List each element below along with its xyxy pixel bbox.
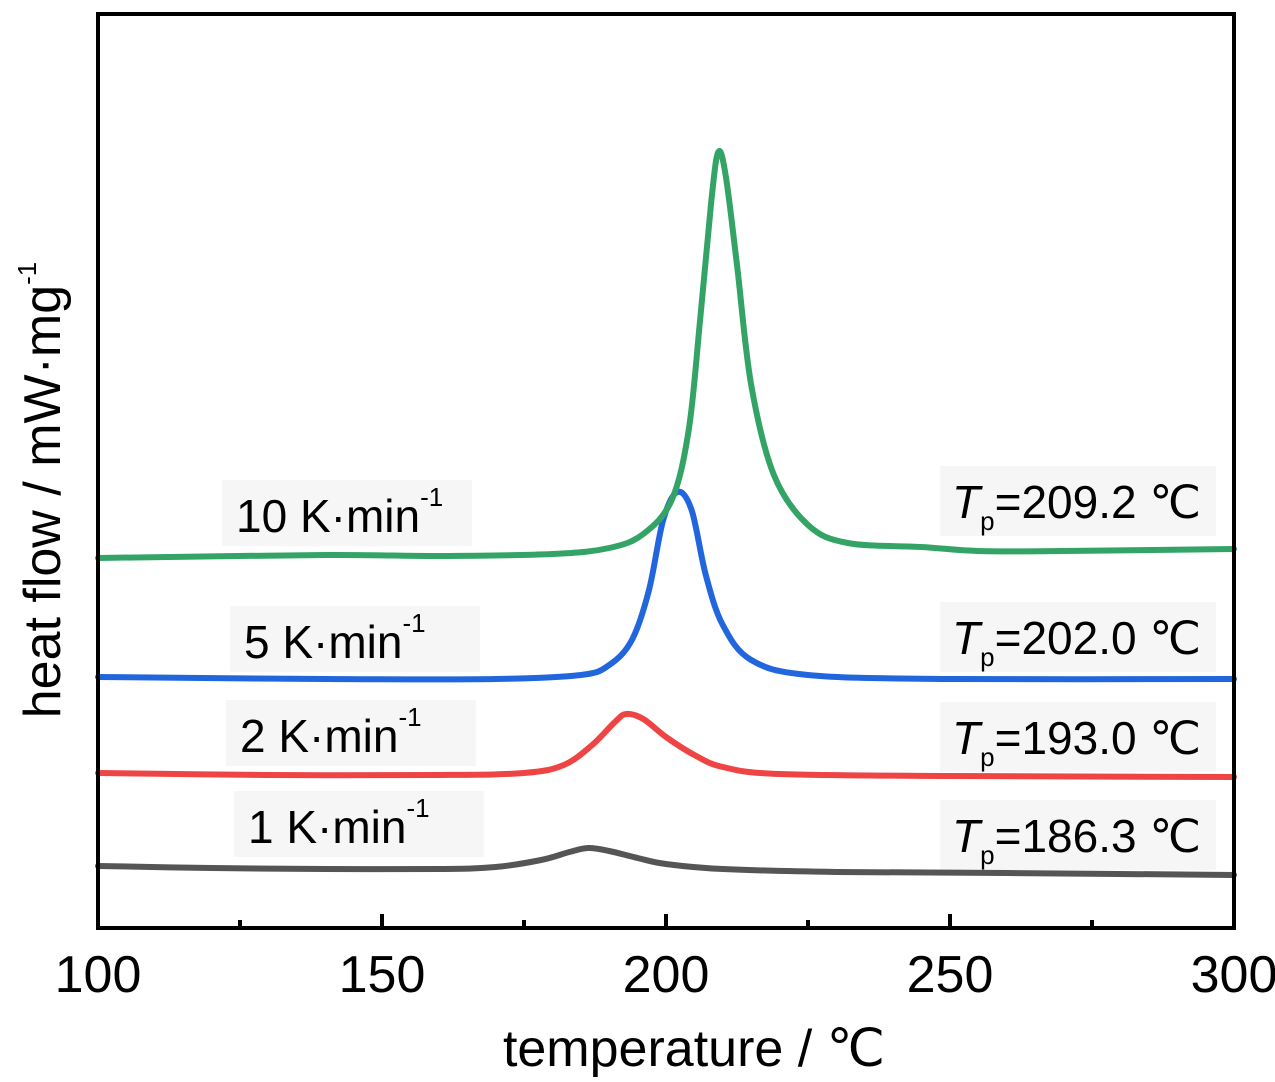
peak-label-1: Tp=193.0 ℃ [952,712,1201,772]
series-line-1 [95,710,1237,780]
peak-label-bg [940,602,1216,672]
peak-label-0: Tp=186.3 ℃ [952,810,1201,870]
x-tick-label: 200 [623,946,710,1004]
y-axis-title-text: heat flow / mW·mg [14,285,72,718]
x-tick-label: 300 [1191,946,1275,1004]
series-line-0 [95,844,1237,878]
y-axis-title-group: heat flow / mW·mg-1 [12,262,72,719]
rate-label-bg [226,700,476,766]
y-axis-title-sup: -1 [12,262,42,285]
y-axis-title: heat flow / mW·mg-1 [12,262,72,719]
rate-label-bg [234,791,484,857]
rate-label-bg [230,606,480,672]
rate-label-0: 1 K·min-1 [248,793,430,853]
series-line-3 [95,148,1237,561]
x-tick-label: 250 [907,946,994,1004]
x-tick-label: 100 [55,946,142,1004]
rate-label-2: 5 K·min-1 [244,608,426,668]
peak-label-bg [940,466,1216,536]
peak-label-bg [940,702,1216,772]
peak-label-bg [940,800,1216,870]
peak-label-3: Tp=209.2 ℃ [952,476,1201,536]
rate-label-3: 10 K·min-1 [236,482,443,542]
rate-label-bg [222,480,472,546]
x-tick-label: 150 [339,946,426,1004]
peak-label-2: Tp=202.0 ℃ [952,612,1201,672]
rate-label-1: 2 K·min-1 [240,702,422,762]
x-axis-title: temperature / ℃ [503,1020,885,1078]
